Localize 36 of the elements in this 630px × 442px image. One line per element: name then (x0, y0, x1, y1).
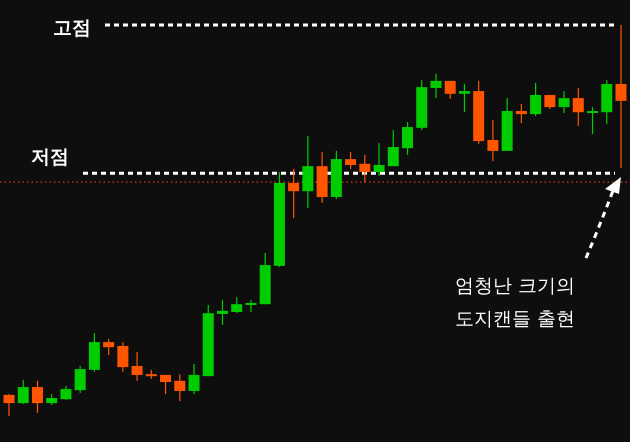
candlestick (132, 351, 143, 382)
candlestick (516, 103, 527, 124)
candlestick (487, 119, 498, 162)
candlestick (530, 82, 542, 117)
candlestick (188, 363, 200, 395)
candlestick (430, 73, 442, 99)
candlestick (388, 130, 399, 167)
candlestick (359, 154, 370, 183)
candlestick (146, 369, 157, 380)
candlestick (60, 385, 72, 401)
candlestick (558, 90, 570, 114)
candlestick (174, 374, 186, 402)
candlestick (160, 374, 172, 395)
annotation: 엄청난 크기의 도지캔들 출현 (454, 275, 576, 330)
candlestick (216, 299, 228, 326)
candlestick (374, 142, 385, 177)
candlestick (245, 299, 256, 313)
candlestick (572, 87, 584, 126)
candlestick (288, 168, 300, 219)
candlestick (117, 342, 128, 372)
candlestick (544, 94, 556, 110)
candlestick (402, 121, 414, 156)
candlestick (444, 80, 456, 100)
ref-line-label: 고점 (53, 17, 91, 39)
candlestick (74, 365, 86, 394)
candlestick (18, 379, 29, 404)
candlestick (231, 296, 242, 314)
candlestick (458, 83, 470, 113)
candlestick (345, 151, 356, 170)
candlestick (103, 338, 114, 356)
candlestick (616, 24, 626, 169)
candlestick (46, 394, 58, 406)
candlestick (587, 106, 598, 135)
candlestick (4, 394, 14, 417)
candlestick (32, 380, 43, 414)
ref-line-label: 저점 (31, 146, 69, 168)
